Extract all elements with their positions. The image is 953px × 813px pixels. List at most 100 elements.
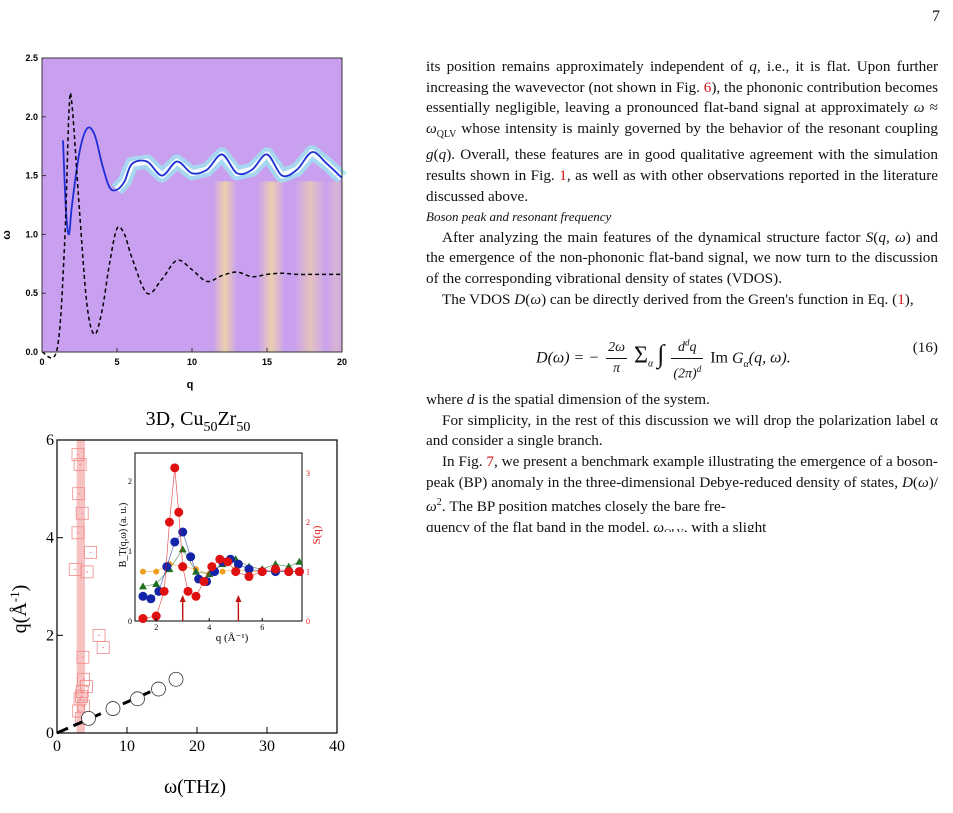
flat-band-square <box>73 458 87 471</box>
flat-band-dot <box>82 678 85 681</box>
top-xtick-label: 20 <box>337 357 347 367</box>
dashed-acoustic-curve <box>41 92 342 359</box>
top-plot-area <box>41 58 347 359</box>
flat-band-stripe <box>76 440 85 733</box>
flat-band-dot <box>80 695 83 698</box>
phonon-circle <box>151 681 166 697</box>
inset-arrow-head <box>235 595 242 602</box>
heatmap-yellow-streak <box>213 181 237 352</box>
flat-band-dot <box>81 512 83 515</box>
top-ytick-label: 1.5 <box>25 171 38 181</box>
phonon-circle <box>105 701 121 716</box>
inset-arrow-head <box>179 595 186 602</box>
flat-band-square <box>75 685 89 698</box>
inset-xlabel: q (Å⁻¹) <box>216 632 249 644</box>
eq-1-ref[interactable]: 1 <box>897 290 905 308</box>
heatmap-yellow-streak <box>258 181 285 352</box>
inset-ytick-right-label: 1 <box>306 568 310 577</box>
inset-ytick-right-label: 0 <box>306 617 310 626</box>
paragraph-6: In Fig. 7, we present a benchmark exampl… <box>426 452 938 516</box>
fig-6-ref[interactable]: 6 <box>703 78 712 96</box>
bottom-xtick-label: 10 <box>119 738 135 755</box>
flat-band-dot <box>89 551 92 554</box>
bottom-ytick-label: 6 <box>46 432 54 449</box>
flat-band-dot <box>82 705 85 707</box>
bottom-xlabel: ω(THz) <box>164 776 226 798</box>
flat-band-dot <box>79 698 81 700</box>
bottom-xtick-label: 20 <box>189 738 205 755</box>
fig-7-ref[interactable]: 7 <box>486 452 495 470</box>
inset-ylabel-right: S(q) <box>311 525 323 544</box>
inset-xtick-label: 4 <box>207 623 211 632</box>
inset-ytick-right-label: 2 <box>306 518 310 527</box>
heatmap-background <box>42 58 342 352</box>
bottom-ytick-label: 0 <box>46 725 54 742</box>
flat-band-dot <box>77 531 79 534</box>
top-xtick-label: 10 <box>187 357 197 367</box>
flat-band-dot <box>77 492 80 495</box>
top-ylabel: ω <box>1 230 13 239</box>
inset-xtick-label: 6 <box>260 623 264 632</box>
flat-band-square <box>75 506 89 520</box>
flat-band-dot <box>77 710 80 712</box>
bottom-xtick-label: 30 <box>259 738 275 755</box>
inset-xtick-label: 2 <box>154 623 158 632</box>
inset-plot: 2 4 6 0 1 2 0 1 2 3 <box>128 452 310 632</box>
flat-band-square <box>72 704 86 718</box>
inset-ylabel-left: B_T(q,ω) (a. u.) <box>118 503 129 568</box>
paragraph-3: The VDOS D(ω) can be directly derived fr… <box>442 290 914 308</box>
flat-band-dot <box>81 690 83 693</box>
bottom-ytick-label: 2 <box>46 627 54 644</box>
top-ytick-label: 2.5 <box>25 53 38 63</box>
inset-green-triangle <box>138 582 147 590</box>
top-axes: 0 5 10 15 20 0.0 0.5 1.0 1.5 2.0 2.5 <box>25 53 347 367</box>
flat-band-square <box>80 565 94 579</box>
inset-frame <box>134 452 303 622</box>
bottom-ylabel: q(Å-1) <box>7 585 31 634</box>
inset-sq-line <box>142 467 300 619</box>
flat-band-dot <box>82 656 84 659</box>
flat-band-square <box>72 487 86 501</box>
flat-band-square <box>76 650 90 664</box>
inset-ytick-right-label: 3 <box>306 469 310 478</box>
phonon-circle <box>81 710 96 726</box>
paragraph-4: where d is the spatial dimension of the … <box>426 391 710 409</box>
paragraph-6-cutoff: quency of the flat band in the model, ωQ… <box>426 518 767 532</box>
fig-1-ref[interactable]: 1 <box>559 167 567 184</box>
top-xtick-label: 5 <box>114 357 119 367</box>
flat-band-square <box>71 448 85 462</box>
bottom-title: 3D, Cu50Zr50 <box>146 408 251 435</box>
flat-band-dot <box>85 685 88 688</box>
top-ytick-label: 2.0 <box>25 112 38 122</box>
page-number: 7 <box>932 8 940 25</box>
flat-band-dot <box>86 571 88 573</box>
equation-number: (16) <box>912 339 938 357</box>
top-ytick-label: 1.0 <box>25 229 38 239</box>
top-xlabel: q <box>187 379 194 391</box>
bottom-ytick-label: 4 <box>46 530 54 547</box>
blue-dispersion-curve <box>62 126 343 236</box>
flat-band-dot <box>77 453 79 456</box>
flat-band-square <box>75 689 88 703</box>
paragraph-1: its position remains approximately indep… <box>426 58 939 205</box>
flat-band-square <box>96 641 110 654</box>
paragraph-2: After analyzing the main features of the… <box>426 228 938 287</box>
text-column: its position remains approximately indep… <box>426 57 938 532</box>
paragraph-5: For simplicity, in the rest of this disc… <box>426 411 938 450</box>
section-title: Boson peak and resonant frequency <box>426 209 612 225</box>
heatmap-yellow-streak <box>294 181 327 352</box>
top-ytick-label: 0.5 <box>25 288 38 298</box>
bottom-xtick-label: 0 <box>53 738 61 755</box>
phonon-circle <box>168 671 184 687</box>
flat-band-dot <box>74 568 76 571</box>
inset-ytick-left-label: 0 <box>128 617 132 626</box>
dispersion-heatmap-figure: 0 5 10 15 20 0.0 0.5 1.0 1.5 2.0 2.5 q ω <box>1 53 347 391</box>
flat-band-square <box>71 526 85 540</box>
heatmap-yellow-streak <box>325 181 347 352</box>
bottom-xtick-label: 40 <box>329 738 345 755</box>
inset-ytick-left-label: 2 <box>128 477 132 486</box>
flat-band-dot <box>98 634 100 637</box>
phonon-circle <box>130 691 145 707</box>
